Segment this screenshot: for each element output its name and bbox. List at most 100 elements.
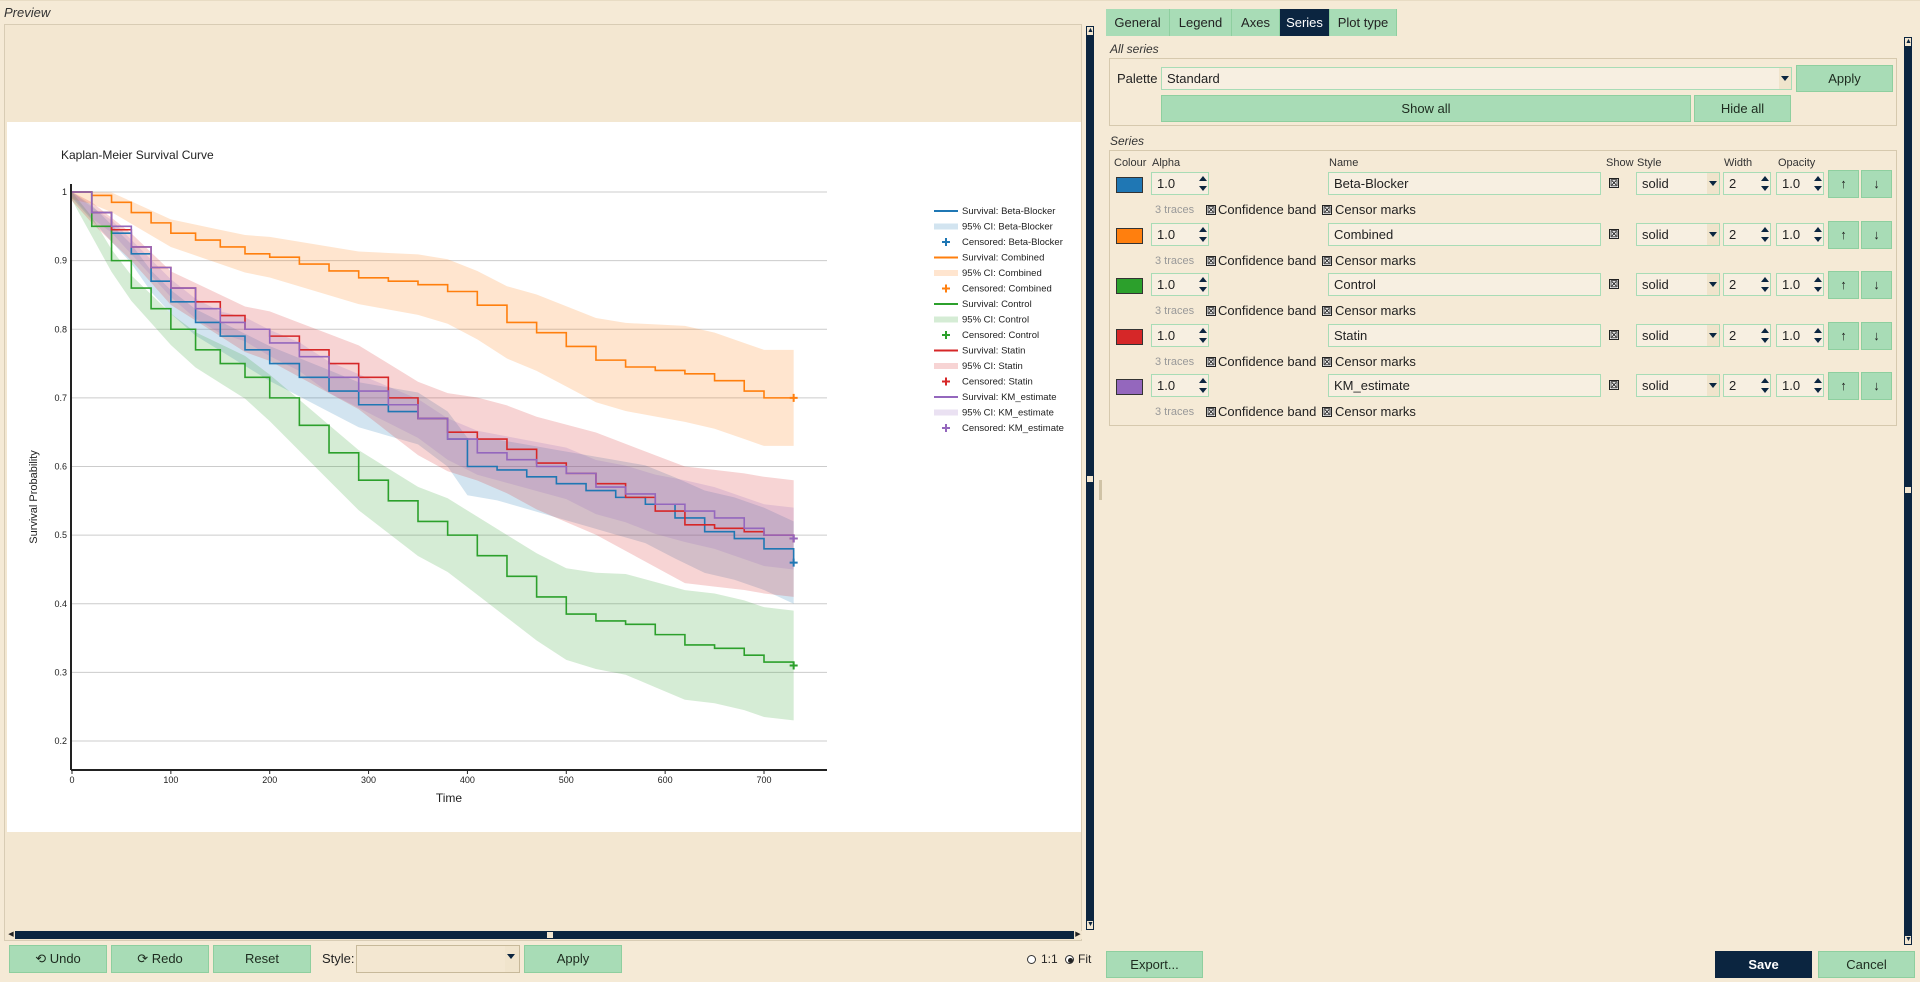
spin-arrows-icon[interactable] [1760, 226, 1769, 243]
name-field-combined[interactable]: Combined [1328, 222, 1601, 246]
chevron-down-icon[interactable] [1707, 223, 1719, 245]
spin-arrows-icon[interactable] [1813, 226, 1822, 243]
tab-series[interactable]: Series [1280, 9, 1330, 36]
spin-arrows-icon[interactable] [1760, 175, 1769, 192]
width-spinbox-beta-blocker[interactable]: 2 [1723, 172, 1771, 195]
alpha-spinbox-statin[interactable]: 1.0 [1151, 323, 1209, 347]
name-field-beta-blocker[interactable]: Beta-Blocker [1328, 172, 1601, 195]
hide-all-button[interactable]: Hide all [1694, 95, 1791, 122]
undo-button[interactable]: ⟲ Undo [9, 945, 107, 973]
chevron-down-icon[interactable] [1707, 173, 1719, 194]
redo-button[interactable]: ⟳ Redo [111, 945, 209, 973]
style-select-combined[interactable]: solid [1636, 222, 1720, 246]
width-spinbox-statin[interactable]: 2 [1723, 323, 1771, 347]
alpha-spinbox-combined[interactable]: 1.0 [1151, 222, 1209, 246]
scroll-up-icon[interactable]: ▲ [1904, 37, 1912, 47]
style-select[interactable] [356, 945, 520, 973]
scroll-right-icon[interactable]: ▶ [1074, 931, 1082, 939]
alpha-spinbox-control[interactable]: 1.0 [1151, 273, 1209, 296]
confidence-band-checkbox-km-estimate[interactable]: ☒ [1206, 407, 1216, 417]
show-checkbox-beta-blocker[interactable]: ☒ [1609, 178, 1619, 188]
colour-swatch-km-estimate[interactable] [1116, 379, 1143, 395]
settings-vertical-scrollbar[interactable]: ▲ ▼ [1904, 37, 1912, 945]
reset-button[interactable]: Reset [213, 945, 311, 973]
palette-select[interactable]: Standard [1161, 67, 1792, 90]
censor-marks-checkbox-statin[interactable]: ☒ [1322, 356, 1332, 367]
style-select-control[interactable]: solid [1636, 273, 1720, 296]
spin-arrows-icon[interactable] [1813, 175, 1822, 192]
spin-arrows-icon[interactable] [1198, 377, 1207, 394]
scroll-down-icon[interactable]: ▼ [1086, 920, 1094, 930]
confidence-band-checkbox-beta-blocker[interactable]: ☒ [1206, 205, 1216, 215]
confidence-band-checkbox-control[interactable]: ☒ [1206, 306, 1216, 316]
tab-general[interactable]: General [1106, 9, 1170, 36]
name-field-control[interactable]: Control [1328, 273, 1601, 296]
opacity-spinbox-km-estimate[interactable]: 1.0 [1776, 374, 1824, 397]
censor-marks-checkbox-beta-blocker[interactable]: ☒ [1322, 205, 1332, 215]
style-apply-button[interactable]: Apply [524, 945, 622, 973]
move-up-button-combined[interactable]: ↑ [1828, 220, 1859, 249]
spin-arrows-icon[interactable] [1760, 377, 1769, 394]
move-down-button-control[interactable]: ↓ [1861, 271, 1892, 299]
move-up-button-km-estimate[interactable]: ↑ [1828, 372, 1859, 400]
confidence-band-checkbox-statin[interactable]: ☒ [1206, 356, 1216, 367]
chevron-down-icon[interactable] [1779, 68, 1791, 89]
scroll-down-icon[interactable]: ▼ [1904, 935, 1912, 945]
style-select-statin[interactable]: solid [1636, 323, 1720, 347]
style-select-beta-blocker[interactable]: solid [1636, 172, 1720, 195]
colour-swatch-combined[interactable] [1116, 227, 1143, 244]
scroll-thumb[interactable] [1905, 487, 1911, 493]
move-up-button-statin[interactable]: ↑ [1828, 321, 1859, 350]
spin-arrows-icon[interactable] [1760, 276, 1769, 293]
alpha-spinbox-km-estimate[interactable]: 1.0 [1151, 374, 1209, 397]
censor-marks-checkbox-km-estimate[interactable]: ☒ [1322, 407, 1332, 417]
spin-arrows-icon[interactable] [1813, 377, 1822, 394]
show-checkbox-control[interactable]: ☒ [1609, 279, 1619, 289]
chevron-down-icon[interactable] [1707, 324, 1719, 346]
colour-swatch-statin[interactable] [1116, 328, 1143, 345]
scroll-up-icon[interactable]: ▲ [1086, 26, 1094, 36]
tab-plot-type[interactable]: Plot type [1330, 9, 1397, 36]
spin-arrows-icon[interactable] [1813, 276, 1822, 293]
spin-arrows-icon[interactable] [1198, 226, 1207, 243]
show-checkbox-combined[interactable]: ☒ [1609, 228, 1619, 239]
zoom-fit-radio[interactable] [1065, 955, 1074, 964]
palette-apply-button[interactable]: Apply [1796, 65, 1893, 92]
scroll-thumb[interactable] [1087, 476, 1093, 482]
width-spinbox-km-estimate[interactable]: 2 [1723, 374, 1771, 397]
censor-marks-checkbox-combined[interactable]: ☒ [1322, 255, 1332, 266]
scroll-left-icon[interactable]: ◀ [7, 931, 15, 939]
style-select-km-estimate[interactable]: solid [1636, 374, 1720, 397]
show-checkbox-statin[interactable]: ☒ [1609, 329, 1619, 340]
spin-arrows-icon[interactable] [1198, 175, 1207, 192]
tab-axes[interactable]: Axes [1232, 9, 1280, 36]
censor-marks-checkbox-control[interactable]: ☒ [1322, 306, 1332, 316]
chevron-down-icon[interactable] [1707, 375, 1719, 396]
spin-arrows-icon[interactable] [1198, 327, 1207, 344]
zoom-one-radio[interactable] [1027, 955, 1036, 964]
width-spinbox-combined[interactable]: 2 [1723, 222, 1771, 246]
tab-legend[interactable]: Legend [1170, 9, 1232, 36]
move-up-button-beta-blocker[interactable]: ↑ [1828, 170, 1859, 198]
spin-arrows-icon[interactable] [1760, 327, 1769, 344]
chevron-down-icon[interactable] [1707, 274, 1719, 295]
preview-horizontal-scrollbar[interactable]: ◀ ▶ [7, 931, 1082, 939]
move-down-button-combined[interactable]: ↓ [1861, 220, 1892, 249]
show-checkbox-km-estimate[interactable]: ☒ [1609, 380, 1619, 390]
alpha-spinbox-beta-blocker[interactable]: 1.0 [1151, 172, 1209, 195]
name-field-km-estimate[interactable]: KM_estimate [1328, 374, 1601, 397]
colour-swatch-control[interactable] [1116, 278, 1143, 294]
spin-arrows-icon[interactable] [1198, 276, 1207, 293]
move-down-button-beta-blocker[interactable]: ↓ [1861, 170, 1892, 198]
width-spinbox-control[interactable]: 2 [1723, 273, 1771, 296]
save-button[interactable]: Save [1715, 951, 1812, 978]
spin-arrows-icon[interactable] [1813, 327, 1822, 344]
show-all-button[interactable]: Show all [1161, 95, 1691, 122]
name-field-statin[interactable]: Statin [1328, 323, 1601, 347]
scroll-thumb[interactable] [547, 932, 553, 938]
opacity-spinbox-statin[interactable]: 1.0 [1776, 323, 1824, 347]
move-down-button-km-estimate[interactable]: ↓ [1861, 372, 1892, 400]
export-button[interactable]: Export... [1106, 951, 1203, 978]
opacity-spinbox-combined[interactable]: 1.0 [1776, 222, 1824, 246]
chevron-down-icon[interactable] [505, 946, 519, 972]
